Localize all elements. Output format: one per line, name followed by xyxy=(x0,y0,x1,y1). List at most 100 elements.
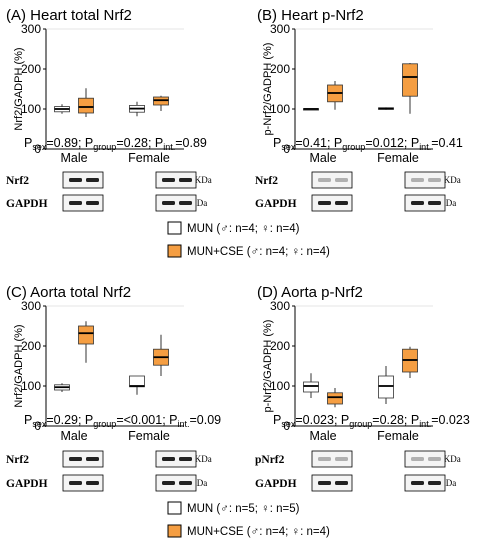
legend-swatch-mun xyxy=(167,501,182,515)
box-body xyxy=(327,392,343,405)
blot-band xyxy=(428,457,441,461)
western-blot: Nrf2100 KDaGAPDH37 KDa xyxy=(255,171,461,212)
x-tick-label: Male xyxy=(309,429,336,443)
chart-title: (D) Aorta p-Nrf2 xyxy=(257,284,363,301)
y-axis-label: Nrf2/GADPH (%) xyxy=(13,47,25,130)
box-mun-male xyxy=(303,108,319,111)
stats-subscript: int. xyxy=(177,419,189,429)
stats-text: Psex=0.29; Pgroup=<0.001; Pint.=0.09 xyxy=(24,413,221,429)
blot-band xyxy=(428,481,441,485)
chart-title: (C) Aorta total Nrf2 xyxy=(6,284,131,301)
blot-strip xyxy=(404,171,446,189)
blot-band xyxy=(69,178,82,182)
box-body xyxy=(303,381,319,393)
stats-subscript: group xyxy=(93,419,116,429)
blot-label: GAPDH xyxy=(255,478,297,490)
x-tick-label: Female xyxy=(128,429,170,443)
y-tick-label: 200 xyxy=(21,62,41,76)
legend-label-mun-cse: MUN+CSE (♂: n=4; ♀: n=4) xyxy=(187,246,330,258)
y-tick-label: 200 xyxy=(21,339,41,353)
box-mun-cse-male xyxy=(327,81,343,110)
box-mun-male xyxy=(303,373,319,398)
blot-label: GAPDH xyxy=(6,478,48,490)
blot-band xyxy=(428,201,441,205)
box-mun-cse-female xyxy=(402,346,418,378)
legend-label-mun: MUN (♂: n=5; ♀: n=5) xyxy=(187,503,300,515)
stats-value: =0.023; P xyxy=(295,413,349,427)
blot-band xyxy=(411,481,424,485)
blot-band xyxy=(86,481,99,485)
blot-band xyxy=(318,457,331,461)
y-tick-label: 0 xyxy=(34,419,41,433)
western-blot: Nrf2100 KDaGAPDH37 KDa xyxy=(6,171,212,212)
stats-value: =0.41 xyxy=(431,136,463,150)
blot-band xyxy=(179,481,192,485)
y-tick-label: 200 xyxy=(270,339,290,353)
box-mun-cse-female xyxy=(153,95,169,111)
blot-band xyxy=(179,201,192,205)
legend-swatch-mun xyxy=(167,221,182,235)
stats-subscript: sex xyxy=(281,142,296,152)
stats-subscript: group xyxy=(349,419,372,429)
western-blot: Nrf2100 KDaGAPDH37 KDa xyxy=(6,450,212,492)
box-body xyxy=(78,325,94,345)
stats-value: =0.89 xyxy=(175,136,207,150)
blot-strip xyxy=(62,171,104,189)
box-mun-female xyxy=(378,366,394,404)
y-tick-label: 100 xyxy=(270,102,290,116)
stats-value: =0.023 xyxy=(431,413,470,427)
chart-title: (A) Heart total Nrf2 xyxy=(6,7,132,24)
y-axis-label: p-Nrf2/GADPH (%) xyxy=(262,320,274,413)
blot-label: Nrf2 xyxy=(255,175,278,187)
legend-bottom: MUN (♂: n=5; ♀: n=5) MUN+CSE (♂: n=4; ♀: … xyxy=(167,501,330,538)
x-tick-label: Female xyxy=(377,429,419,443)
box-mun-cse-female xyxy=(402,63,418,114)
x-tick-label: Female xyxy=(128,151,170,165)
blot-band xyxy=(162,481,175,485)
box-mun-cse-male xyxy=(78,321,94,363)
stats-subscript: int. xyxy=(419,419,431,429)
blot-band xyxy=(318,201,331,205)
blot-strip xyxy=(404,450,446,468)
y-tick-label: 300 xyxy=(270,299,290,313)
stats-value: P xyxy=(273,413,281,427)
blot-strip xyxy=(155,450,197,468)
stats-value: =0.012; P xyxy=(365,136,419,150)
blot-band xyxy=(335,201,348,205)
blot-band xyxy=(411,457,424,461)
chart-panel-1: (A) Heart total Nrf2 Nrf2/GADPH (%) 0 100 20… xyxy=(6,7,212,212)
blot-band xyxy=(411,201,424,205)
stats-text: Psex=0.89; Pgroup=0.28; Pint.=0.89 xyxy=(24,136,207,152)
blot-band xyxy=(335,457,348,461)
stats-subscript: sex xyxy=(32,142,47,152)
chart-panel-4: (D) Aorta p-Nrf2 p-Nrf2/GADPH (%) 0 100 200 3… xyxy=(255,284,470,492)
stats-subscript: sex xyxy=(32,419,47,429)
blot-label: Nrf2 xyxy=(6,175,29,187)
blot-band xyxy=(162,457,175,461)
box-mun-cse-female xyxy=(153,334,169,376)
y-tick-label: 300 xyxy=(21,22,41,36)
blot-band xyxy=(411,178,424,182)
blot-band xyxy=(428,178,441,182)
x-tick-label: Male xyxy=(309,151,336,165)
y-tick-label: 300 xyxy=(270,22,290,36)
y-tick-label: 0 xyxy=(34,142,41,156)
box-mun-female xyxy=(378,107,394,110)
y-tick-label: 0 xyxy=(283,419,290,433)
legend-swatch-mun-cse xyxy=(167,524,182,538)
blot-band xyxy=(86,178,99,182)
blot-label: Nrf2 xyxy=(6,454,29,466)
stats-subscript: group xyxy=(342,142,365,152)
stats-value: =0.28; P xyxy=(116,136,163,150)
legend-label-mun-cse: MUN+CSE (♂: n=4; ♀: n=4) xyxy=(187,526,330,538)
blot-strip xyxy=(62,450,104,468)
blot-strip xyxy=(404,474,446,492)
blot-band xyxy=(335,178,348,182)
stats-value: =0.29; P xyxy=(46,413,93,427)
blot-band xyxy=(86,201,99,205)
blot-strip xyxy=(62,474,104,492)
y-tick-label: 200 xyxy=(270,62,290,76)
blot-label: pNrf2 xyxy=(255,454,285,466)
blot-band xyxy=(318,178,331,182)
blot-band xyxy=(69,201,82,205)
